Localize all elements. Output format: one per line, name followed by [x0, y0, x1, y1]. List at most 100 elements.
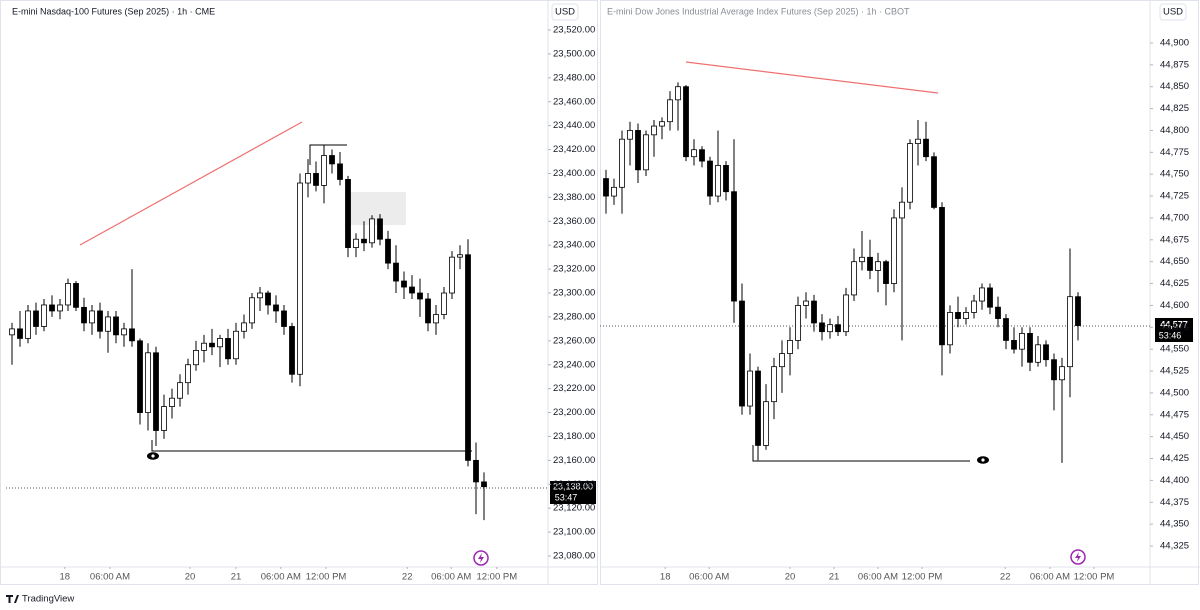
candle [723, 161, 729, 201]
candle [787, 327, 793, 376]
candle-body [619, 138, 625, 188]
x-tick-label: 22 [1000, 572, 1011, 583]
brand[interactable]: TradingView [22, 594, 74, 605]
candle-body [105, 316, 111, 332]
currency-box[interactable] [551, 3, 579, 21]
candle-body [1075, 296, 1081, 326]
candle [859, 231, 865, 271]
candle-body [875, 261, 881, 271]
y-tick-label: 44,575 [1160, 322, 1189, 333]
candle-body [867, 256, 873, 271]
y-tick-label: 44,475 [1160, 409, 1189, 420]
candle-body [643, 134, 649, 171]
candle [177, 374, 183, 407]
y-tick-label: 44,700 [1160, 212, 1189, 223]
candle [675, 82, 681, 131]
chart-title: E-mini Nasdaq-100 Futures (Sep 2025) · 1… [12, 6, 215, 16]
y-tick-label: 44,325 [1160, 541, 1189, 552]
y-tick-label: 23,420.00 [553, 144, 595, 155]
candle-body [433, 314, 439, 324]
y-tick-label: 23,140.00 [553, 479, 595, 490]
candle-body [321, 155, 327, 186]
alert-icon[interactable] [1070, 549, 1086, 565]
x-tick-label: 06:00 AM [431, 572, 471, 583]
candle-body [33, 310, 39, 327]
candle-body [73, 283, 79, 308]
candle-body [987, 287, 993, 308]
candle-body [457, 254, 463, 258]
candle-body [281, 310, 287, 327]
candle [137, 338, 143, 425]
candle [819, 314, 825, 341]
candle [971, 294, 977, 319]
x-tick-label: 21 [231, 572, 242, 583]
x-tick-label: 18 [660, 572, 671, 583]
candle [907, 139, 913, 210]
y-tick-label: 44,550 [1160, 344, 1189, 355]
candle [201, 334, 207, 363]
candle [643, 130, 649, 176]
candle-body [25, 310, 31, 339]
y-tick-label: 23,120.00 [553, 503, 595, 514]
y-tick-label: 23,460.00 [553, 96, 595, 107]
candle [17, 310, 23, 347]
chart-title: E-mini Dow Jones Industrial Average Inde… [607, 6, 910, 16]
candle-body [113, 316, 119, 336]
candle [481, 472, 487, 521]
candle [169, 388, 175, 419]
currency[interactable]: USD [1163, 7, 1183, 18]
candle-body [273, 304, 279, 312]
candle-body [201, 342, 207, 351]
y-tick-label: 23,220.00 [553, 383, 595, 394]
chart-marks [9, 82, 1081, 521]
candle [361, 221, 367, 252]
y-tick-label: 23,100.00 [553, 527, 595, 538]
candle-body [465, 254, 471, 461]
candle-body [121, 328, 127, 336]
candle-body [233, 330, 239, 360]
y-tick-label: 44,825 [1160, 103, 1189, 114]
y-tick-label: 44,850 [1160, 81, 1189, 92]
currency[interactable]: USD [555, 7, 575, 18]
candle-body [1059, 366, 1065, 381]
candle-body [995, 306, 1001, 319]
candle [241, 314, 247, 339]
brand-logo[interactable] [6, 595, 19, 603]
candle [409, 275, 415, 299]
x-tick-label: 06:00 AM [90, 572, 130, 583]
candle [185, 358, 191, 395]
candle [129, 269, 135, 347]
last-price-box [1155, 318, 1193, 342]
candle-body [1003, 318, 1009, 341]
alert-icon[interactable] [473, 550, 489, 566]
candle-body [859, 256, 865, 263]
candle [265, 290, 271, 315]
candle [827, 318, 833, 339]
candle [89, 304, 95, 335]
candle-body [345, 179, 351, 248]
x-tick-label: 12:00 PM [306, 572, 347, 583]
candle [329, 149, 335, 174]
y-tick-label: 44,800 [1160, 125, 1189, 136]
candle [193, 340, 199, 371]
candle [321, 144, 327, 204]
candle-body [1051, 359, 1057, 381]
countdown: 53:46 [1159, 330, 1182, 340]
candle [739, 283, 745, 415]
candle-body [627, 130, 633, 140]
candle-body [843, 294, 849, 333]
candle [465, 239, 471, 467]
x-tick-label: 06:00 AM [261, 572, 301, 583]
candle [619, 130, 625, 214]
candle [715, 130, 721, 203]
candle [755, 366, 761, 461]
currency-box[interactable] [1159, 3, 1187, 21]
eye-icon [977, 456, 989, 464]
candle-body [931, 156, 937, 208]
y-tick-label: 23,340.00 [553, 240, 595, 251]
candle-body [851, 261, 857, 296]
candle-body [699, 149, 705, 162]
eye-icon [147, 452, 159, 460]
candle [955, 296, 961, 328]
